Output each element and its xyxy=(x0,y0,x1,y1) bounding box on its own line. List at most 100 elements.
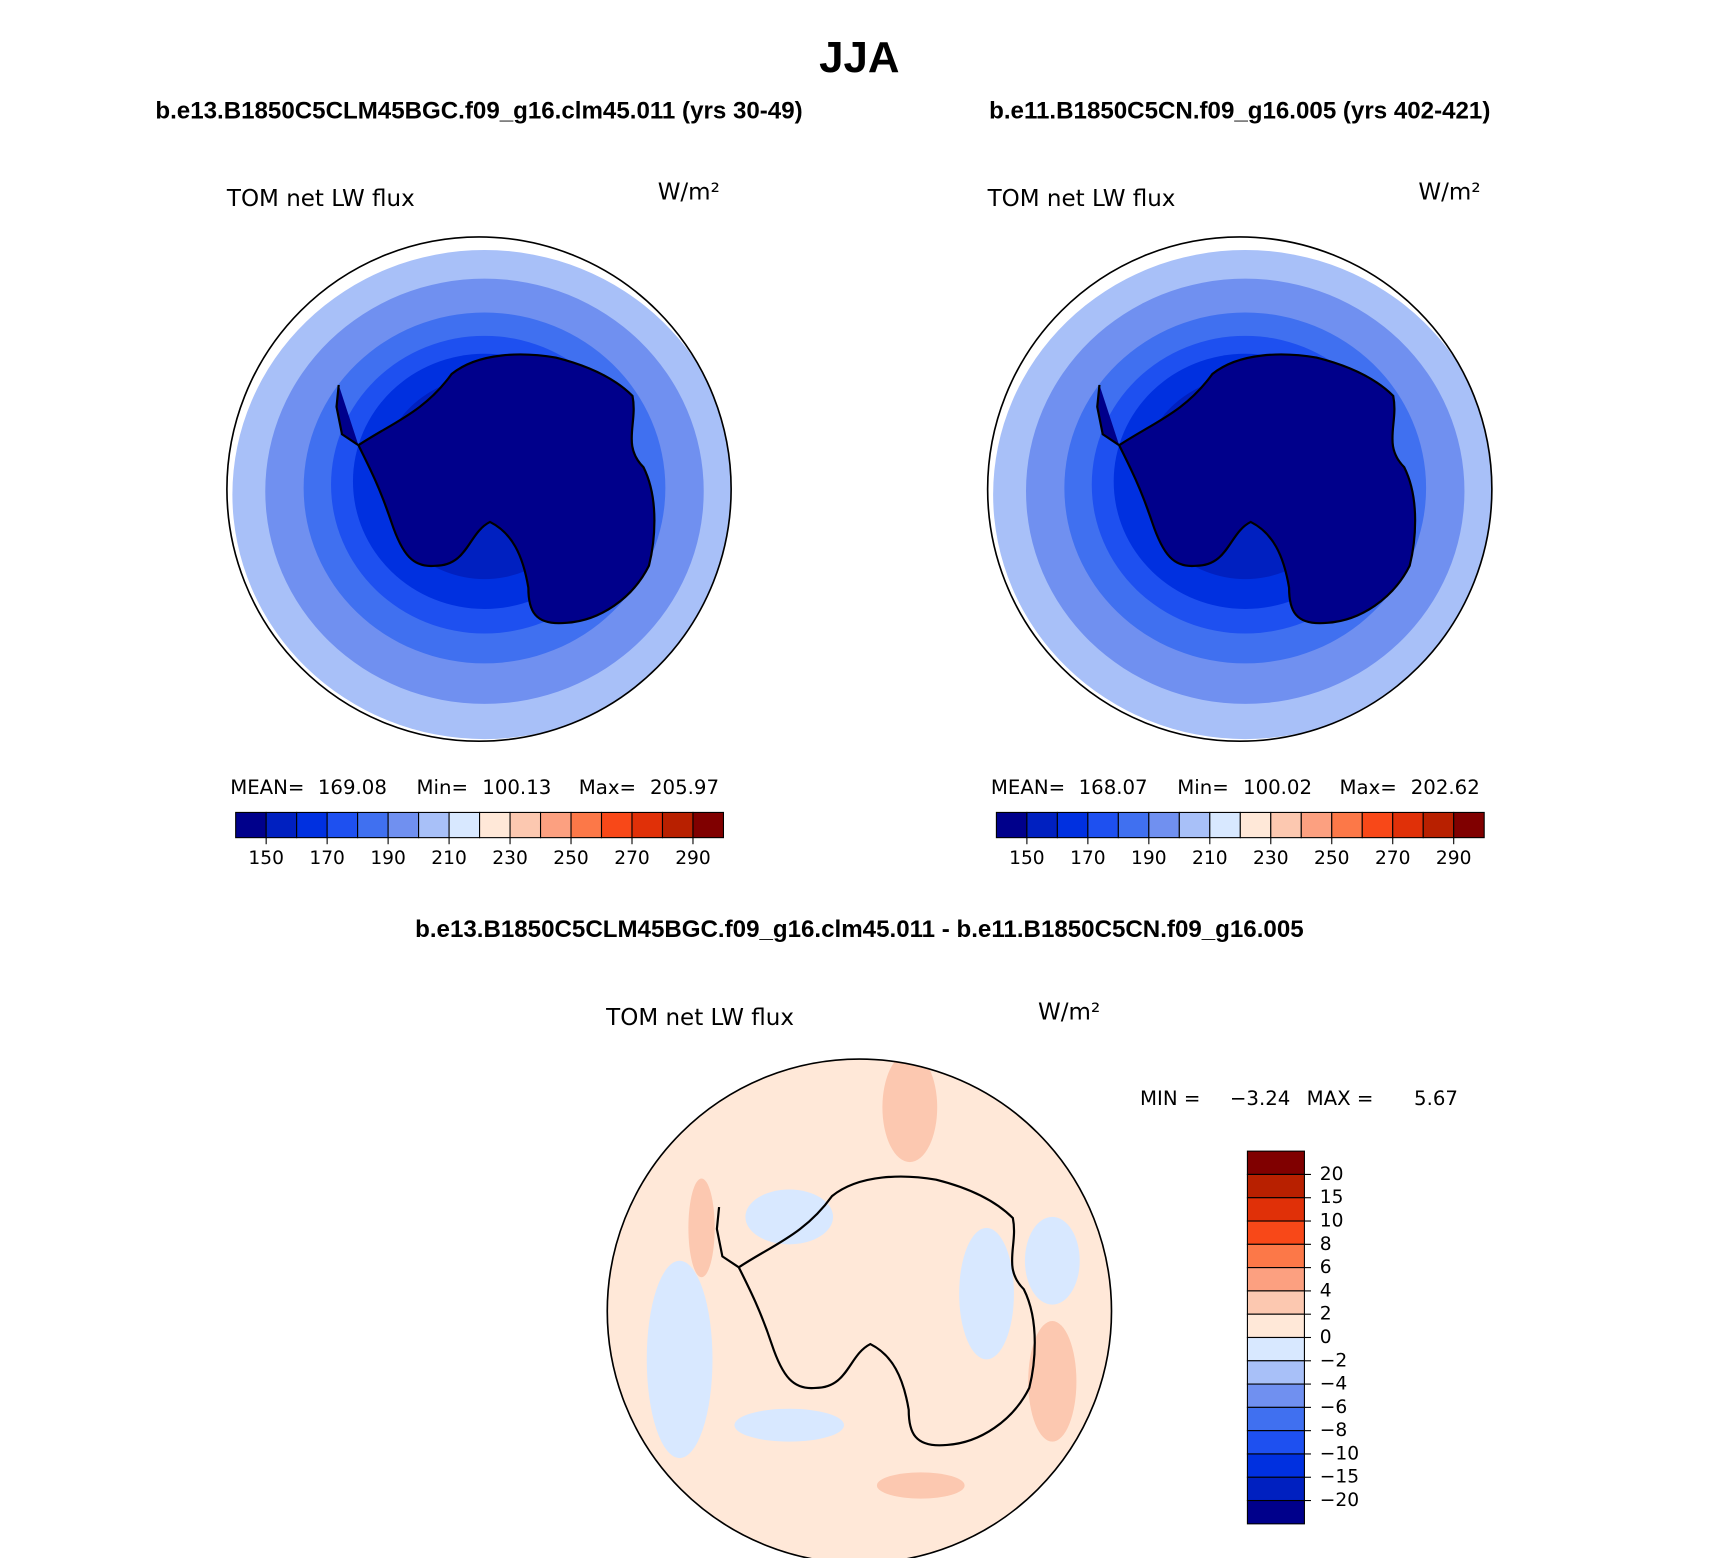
colorbar-box xyxy=(1246,1476,1305,1502)
colorbar-box xyxy=(1026,811,1058,839)
antarctica xyxy=(1096,353,1417,625)
colorbar-box xyxy=(1270,811,1302,839)
contour-blob xyxy=(646,1260,713,1459)
colorbar-label: 150 xyxy=(248,848,284,869)
colorbar-label: 4 xyxy=(1320,1280,1332,1301)
colorbar-label: 250 xyxy=(553,848,589,869)
colorbar-box xyxy=(1117,811,1150,839)
colorbar-box xyxy=(1361,811,1394,839)
map xyxy=(993,249,1492,740)
contour-blob xyxy=(876,1472,965,1499)
colorbar-box xyxy=(1246,1313,1305,1339)
colorbar-box xyxy=(479,811,511,839)
colorbar-label: −4 xyxy=(1320,1374,1347,1395)
colorbar-label: 250 xyxy=(1314,848,1350,869)
contour-blob xyxy=(1024,1216,1080,1305)
contour-blob xyxy=(745,1189,834,1245)
colorbar-box xyxy=(326,811,359,839)
colorbar-label: −2 xyxy=(1320,1350,1347,1371)
antarctica xyxy=(715,1175,1036,1447)
colorbar-box xyxy=(1422,811,1455,839)
min-value: −3.24 xyxy=(1230,1087,1290,1110)
colorbar-box xyxy=(661,811,694,839)
colorbar-label: −20 xyxy=(1320,1490,1359,1511)
colorbar-label: 190 xyxy=(1131,848,1167,869)
colorbar-label: 2 xyxy=(1320,1304,1332,1325)
map xyxy=(232,249,732,740)
units: W/m² xyxy=(1038,1000,1100,1026)
max-label: MAX = xyxy=(1307,1087,1374,1110)
panel-subtitle: b.e13.B1850C5CLM45BGC.f09_g16.clm45.011 … xyxy=(415,916,1304,943)
stat-value: 205.97 xyxy=(650,776,719,799)
colorbar-label: 150 xyxy=(1009,848,1045,869)
colorbar-box xyxy=(1056,811,1089,839)
map xyxy=(607,1059,1112,1558)
title: JJA xyxy=(819,33,899,82)
colorbar-box xyxy=(1209,811,1241,839)
panel-subtitle: b.e13.B1850C5CLM45BGC.f09_g16.clm45.011 … xyxy=(155,97,802,124)
colorbar-label: −6 xyxy=(1320,1397,1347,1418)
colorbar-box xyxy=(1246,1197,1305,1222)
colorbar-label: 170 xyxy=(1070,848,1106,869)
colorbar-label: −10 xyxy=(1320,1443,1359,1464)
colorbar-label: 0 xyxy=(1320,1327,1332,1348)
colorbar-label: 270 xyxy=(614,848,650,869)
field-name: TOM net LW flux xyxy=(226,186,415,212)
colorbar-box xyxy=(1239,811,1272,839)
stat-label: MEAN= xyxy=(230,776,304,799)
field-name: TOM net LW flux xyxy=(605,1005,794,1031)
stat-value: 169.08 xyxy=(318,776,387,799)
units: W/m² xyxy=(1418,180,1480,206)
stat-label: Max= xyxy=(1340,776,1397,799)
colorbar-box xyxy=(1246,1406,1305,1432)
colorbar-box xyxy=(1246,1220,1305,1245)
colorbar-label: −15 xyxy=(1320,1467,1359,1488)
colorbar-box xyxy=(1246,1383,1305,1408)
colorbar-box xyxy=(1246,1453,1305,1478)
colorbar-box xyxy=(1331,811,1363,839)
stat-value: 202.62 xyxy=(1411,776,1480,799)
colorbar-label: 210 xyxy=(1192,848,1228,869)
stat-label: Min= xyxy=(1177,776,1229,799)
colorbar-box xyxy=(995,811,1028,839)
colorbar-label: −8 xyxy=(1320,1420,1347,1441)
colorbar-box xyxy=(631,811,664,839)
colorbar-label: 8 xyxy=(1320,1234,1332,1255)
colorbar-label: 6 xyxy=(1320,1257,1332,1278)
colorbar-box xyxy=(1246,1290,1305,1315)
colorbar-box xyxy=(692,811,725,839)
colorbar-box xyxy=(357,811,389,839)
colorbar-label: 170 xyxy=(309,848,345,869)
colorbar-box xyxy=(600,811,633,839)
min-label: MIN = xyxy=(1140,1087,1200,1110)
units: W/m² xyxy=(658,180,720,206)
colorbar-box xyxy=(1246,1499,1305,1525)
colorbar-box xyxy=(296,811,328,839)
colorbar-box xyxy=(1246,1267,1305,1292)
colorbar-label: 190 xyxy=(370,848,406,869)
colorbar-box xyxy=(1453,811,1485,839)
colorbar-label: 290 xyxy=(675,848,711,869)
colorbar-box xyxy=(448,811,481,839)
colorbar-box xyxy=(1246,1360,1305,1385)
colorbar-label: 230 xyxy=(1253,848,1289,869)
colorbar-box xyxy=(509,811,542,839)
map-border xyxy=(986,236,1493,743)
map-border xyxy=(226,236,732,743)
field-name: TOM net LW flux xyxy=(987,186,1176,212)
colorbar-label: 210 xyxy=(431,848,467,869)
contour-blob xyxy=(734,1408,845,1442)
contour-blob xyxy=(882,1059,938,1163)
colorbar-box xyxy=(1246,1243,1305,1269)
stat-value: 168.07 xyxy=(1079,776,1148,799)
colorbar-box xyxy=(570,811,603,839)
colorbar-box xyxy=(235,811,267,839)
stat-label: MEAN= xyxy=(991,776,1065,799)
colorbar-label: 20 xyxy=(1320,1164,1344,1185)
colorbar-label: 270 xyxy=(1375,848,1411,869)
colorbar-label: 10 xyxy=(1320,1211,1344,1232)
max-value: 5.67 xyxy=(1414,1087,1458,1110)
colorbar-box xyxy=(1246,1336,1305,1362)
colorbar-box xyxy=(539,811,572,839)
